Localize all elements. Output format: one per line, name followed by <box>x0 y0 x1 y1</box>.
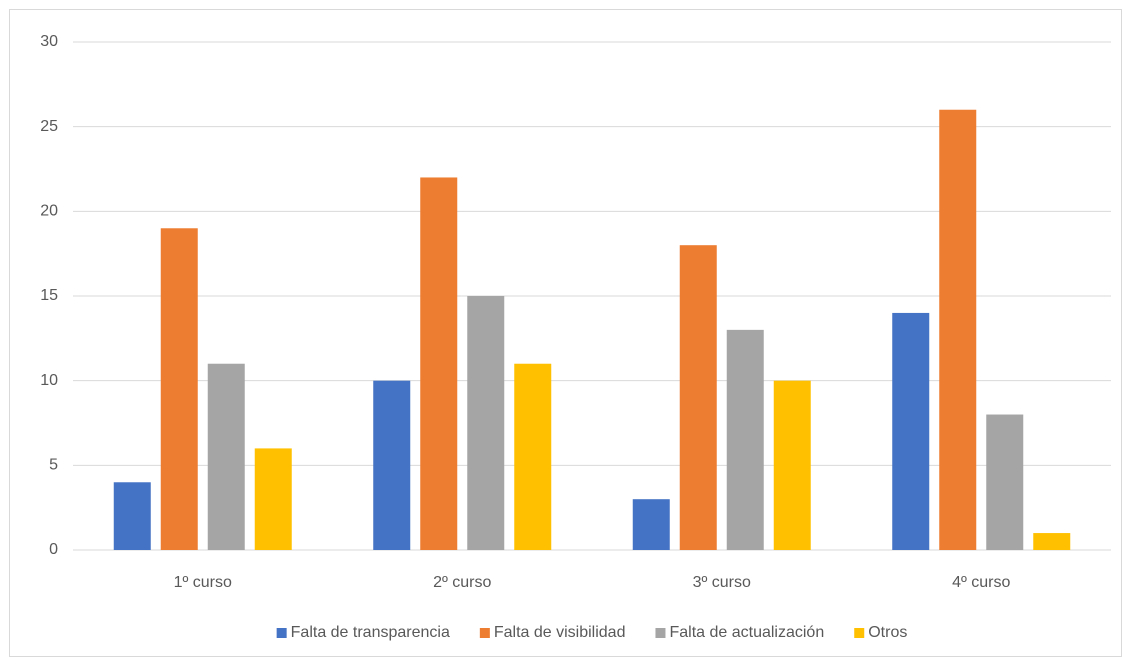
y-tick-label: 15 <box>40 287 58 304</box>
y-tick-label: 10 <box>40 372 58 389</box>
x-tick-label: 3º curso <box>693 574 751 591</box>
bar <box>113 482 151 550</box>
legend-label: Otros <box>868 624 907 641</box>
legend-label: Falta de transparencia <box>291 624 450 641</box>
bar <box>892 312 930 550</box>
bar <box>726 329 764 550</box>
x-tick-label: 1º curso <box>174 574 232 591</box>
bar <box>207 363 245 550</box>
legend-label: Falta de actualización <box>669 624 824 641</box>
bar <box>420 177 458 550</box>
bar <box>160 228 198 550</box>
y-tick-label: 0 <box>49 541 58 558</box>
y-tick-label: 30 <box>40 33 58 50</box>
bar <box>514 363 552 550</box>
bar <box>773 380 811 550</box>
bar <box>939 109 977 550</box>
legend-swatch <box>655 628 666 638</box>
y-tick-label: 20 <box>40 203 58 220</box>
bar <box>254 448 292 550</box>
bar <box>986 414 1024 550</box>
bar <box>1033 533 1071 550</box>
y-tick-label: 25 <box>40 118 58 135</box>
bar <box>467 296 505 550</box>
bar <box>632 499 670 550</box>
x-tick-label: 2º curso <box>433 574 491 591</box>
legend-swatch <box>276 628 287 638</box>
y-tick-label: 5 <box>49 457 58 474</box>
bar <box>679 245 717 550</box>
legend-label: Falta de visibilidad <box>494 624 626 641</box>
bar <box>373 380 411 550</box>
legend-swatch <box>854 628 865 638</box>
legend-swatch <box>479 628 490 638</box>
x-tick-label: 4º curso <box>952 574 1010 591</box>
